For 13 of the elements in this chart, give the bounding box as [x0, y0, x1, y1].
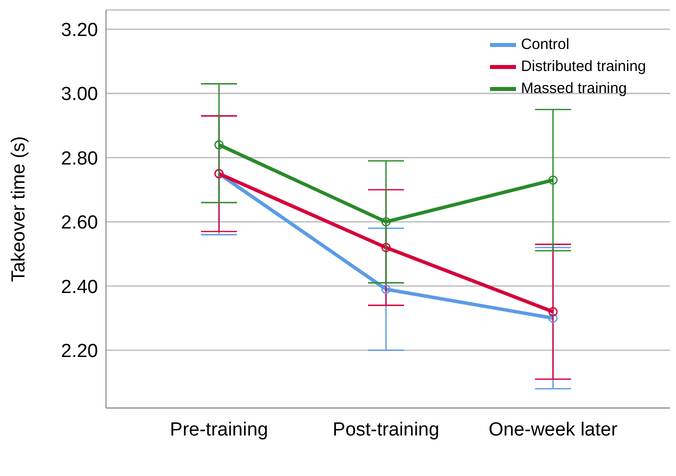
y-tick-label: 2.80: [61, 148, 98, 170]
y-tick-label: 2.20: [61, 340, 98, 362]
y-tick-label: 3.00: [61, 84, 98, 106]
y-tick-label: 2.60: [61, 212, 98, 234]
legend-label: Distributed training: [520, 57, 646, 77]
x-tick-label: Post-training: [332, 419, 440, 440]
y-axis-title: Takeover time (s): [8, 136, 30, 282]
y-tick-label: 2.40: [61, 276, 98, 298]
x-tick-label: One-week later: [488, 419, 618, 440]
y-tick-label: 3.20: [61, 20, 98, 42]
legend-label: Massed training: [520, 79, 627, 99]
x-tick-label: Pre-training: [170, 419, 268, 440]
legend-label: Control: [520, 35, 570, 55]
